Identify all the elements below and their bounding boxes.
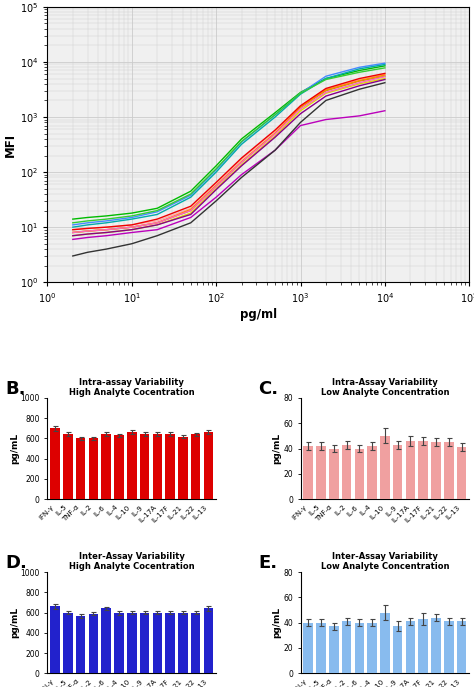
Bar bbox=[316, 446, 326, 499]
Bar bbox=[329, 449, 338, 499]
Bar bbox=[367, 622, 377, 673]
Y-axis label: pg/mL: pg/mL bbox=[273, 607, 282, 638]
Bar bbox=[140, 433, 149, 499]
Bar bbox=[380, 436, 390, 499]
Bar bbox=[127, 613, 137, 673]
Bar bbox=[191, 613, 201, 673]
Bar bbox=[431, 618, 441, 673]
Bar bbox=[380, 613, 390, 673]
Bar bbox=[165, 433, 175, 499]
Bar bbox=[165, 613, 175, 673]
Bar bbox=[153, 613, 162, 673]
Bar bbox=[101, 433, 111, 499]
Bar bbox=[457, 621, 466, 673]
Bar bbox=[178, 613, 188, 673]
Bar bbox=[114, 436, 124, 499]
Title: Intra-assay Variability
High Analyte Cocentration: Intra-assay Variability High Analyte Coc… bbox=[69, 378, 195, 397]
Bar bbox=[316, 622, 326, 673]
Bar bbox=[76, 616, 85, 673]
Bar bbox=[406, 621, 415, 673]
Title: Inter-Assay Variability
Low Analyte Concentration: Inter-Assay Variability Low Analyte Conc… bbox=[320, 552, 449, 572]
Bar bbox=[419, 441, 428, 499]
Bar bbox=[204, 432, 213, 499]
Bar bbox=[393, 444, 402, 499]
Bar bbox=[431, 442, 441, 499]
Y-axis label: pg/mL: pg/mL bbox=[10, 607, 19, 638]
Title: Intra-Assay Variability
Low Analyte Concentration: Intra-Assay Variability Low Analyte Conc… bbox=[320, 378, 449, 397]
Bar bbox=[457, 447, 466, 499]
Text: B.: B. bbox=[5, 380, 26, 398]
Y-axis label: pg/mL: pg/mL bbox=[10, 433, 19, 464]
Bar bbox=[303, 622, 313, 673]
Bar bbox=[419, 619, 428, 673]
Title: Inter-Assay Variability
High Analyte Cocentration: Inter-Assay Variability High Analyte Coc… bbox=[69, 552, 195, 572]
Bar bbox=[406, 441, 415, 499]
Bar bbox=[303, 446, 313, 499]
Bar bbox=[89, 613, 98, 673]
Bar bbox=[140, 613, 149, 673]
Bar bbox=[50, 428, 60, 499]
Bar bbox=[101, 609, 111, 673]
Bar bbox=[178, 437, 188, 499]
Bar bbox=[63, 613, 73, 673]
Bar bbox=[191, 434, 201, 499]
Bar bbox=[355, 622, 364, 673]
Bar bbox=[50, 607, 60, 673]
Bar bbox=[89, 438, 98, 499]
Bar bbox=[444, 442, 454, 499]
Text: E.: E. bbox=[258, 554, 277, 572]
Bar bbox=[63, 433, 73, 499]
Bar bbox=[367, 446, 377, 499]
Bar bbox=[127, 432, 137, 499]
Bar bbox=[329, 627, 338, 673]
Bar bbox=[444, 621, 454, 673]
Bar bbox=[76, 438, 85, 499]
Text: C.: C. bbox=[258, 380, 278, 398]
Bar bbox=[153, 433, 162, 499]
Y-axis label: pg/mL: pg/mL bbox=[273, 433, 282, 464]
Bar bbox=[342, 444, 351, 499]
Y-axis label: MFI: MFI bbox=[4, 133, 17, 157]
Text: D.: D. bbox=[5, 554, 27, 572]
Bar bbox=[393, 627, 402, 673]
X-axis label: pg/ml: pg/ml bbox=[240, 308, 277, 321]
Bar bbox=[342, 621, 351, 673]
Bar bbox=[355, 449, 364, 499]
Bar bbox=[204, 609, 213, 673]
Bar bbox=[114, 613, 124, 673]
